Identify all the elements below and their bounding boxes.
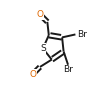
Text: Br: Br (77, 30, 87, 39)
Text: O: O (29, 70, 36, 79)
Text: O: O (36, 10, 43, 19)
Text: S: S (40, 44, 46, 53)
Text: Br: Br (63, 65, 73, 74)
